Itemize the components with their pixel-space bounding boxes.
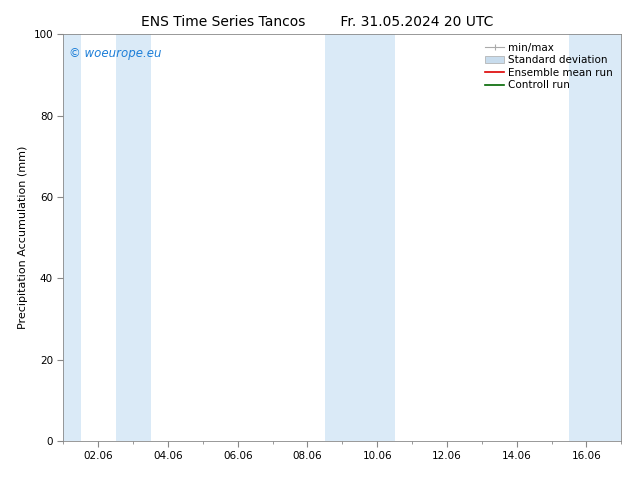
Text: © woeurope.eu: © woeurope.eu xyxy=(69,47,162,59)
Bar xyxy=(569,34,621,441)
Bar xyxy=(115,34,150,441)
Text: ENS Time Series Tancos        Fr. 31.05.2024 20 UTC: ENS Time Series Tancos Fr. 31.05.2024 20… xyxy=(141,15,493,29)
Y-axis label: Precipitation Accumulation (mm): Precipitation Accumulation (mm) xyxy=(18,146,28,329)
Legend: min/max, Standard deviation, Ensemble mean run, Controll run: min/max, Standard deviation, Ensemble me… xyxy=(482,40,616,94)
Bar xyxy=(325,34,394,441)
Bar xyxy=(63,34,81,441)
